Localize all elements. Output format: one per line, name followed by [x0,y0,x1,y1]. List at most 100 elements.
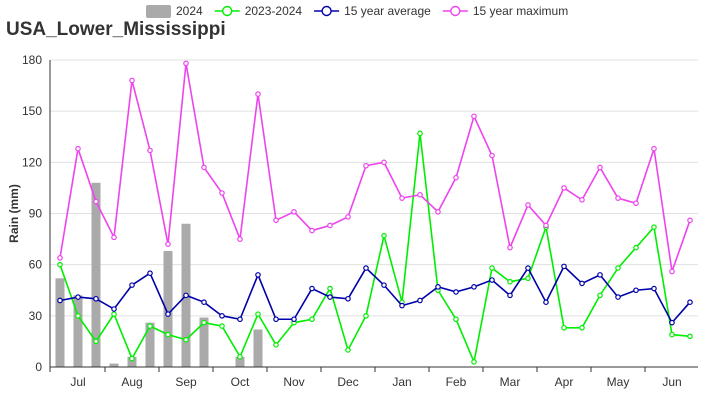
legend-label: 15 year average [344,4,431,18]
series-point [363,265,369,271]
series-point [597,292,603,299]
series-point [111,311,117,317]
series-point [57,297,63,304]
series-point [273,342,279,348]
series-point [57,261,63,268]
series-point [489,277,495,283]
series-point [525,275,531,282]
series-point [219,313,225,319]
series-point [327,285,333,292]
x-tick-label: Mar [500,375,521,389]
bar-2024 [199,317,209,367]
series-point [291,208,297,215]
x-tick-label: Feb [446,375,467,389]
series-point [201,299,207,305]
legend-label: 2024 [176,4,203,18]
x-tick-label: Apr [555,375,574,389]
series-point [651,224,657,230]
bar-2024 [145,322,155,367]
series-point [201,319,207,326]
series-point [489,152,495,159]
series-point [165,331,171,338]
series-point [381,159,387,166]
bars-2024 [55,182,263,367]
series-point [75,313,81,319]
x-tick-label: Sep [175,375,197,389]
series-point [111,234,117,241]
y-tick-label: 180 [22,53,42,67]
series-point [147,147,153,154]
series-point [525,265,531,271]
x-tick-label: Nov [283,375,304,389]
series-line [59,265,691,325]
series-point [255,91,261,97]
series-line [59,133,691,365]
x-tick-label: Jul [70,375,85,389]
series-point [345,214,351,220]
y-axis-title: Rain (mm) [7,184,21,243]
series-point [219,323,225,329]
series-point [597,164,603,171]
series-point [471,284,477,290]
series-point [507,244,513,251]
series-point [687,333,693,340]
series-point [237,236,243,242]
bar-2024 [163,251,173,367]
x-tick-label: Jan [392,375,411,389]
series-point [669,331,675,338]
series-point [129,77,135,84]
series-point [453,174,459,181]
chart-title: USA_Lower_Mississippi [6,19,226,40]
x-tick-label: Dec [337,375,358,389]
series-point [651,145,657,152]
series-point [633,287,639,294]
y-tick-label: 150 [22,104,42,118]
series-point [219,190,225,196]
series-point [129,355,135,362]
series-point [93,295,99,302]
x-tick-label: May [607,375,630,389]
series-point [129,282,135,288]
x-tick-label: Oct [231,375,250,389]
series-point [381,232,387,239]
series-point [93,338,99,345]
y-tick-label: 30 [29,309,43,323]
series-point [363,313,369,319]
series-point [561,324,567,331]
bar-2024 [73,295,83,367]
series-point [525,202,531,208]
series-point [345,347,351,353]
series-point [309,285,315,292]
series-point [201,164,207,171]
y-tick-label: 60 [29,258,43,272]
series-point [165,311,171,317]
series-point [669,319,675,326]
series-point [363,162,369,169]
series-point [417,191,423,198]
series-point [111,306,117,312]
bar-2024 [253,329,263,367]
grid-lines [50,59,698,317]
x-tick-label: Jun [662,375,681,389]
series-point [183,292,189,299]
series-point [579,197,585,203]
series-point [471,113,477,120]
series-point [255,272,261,278]
series-line [59,63,691,272]
series-point [309,316,315,323]
series-point [273,316,279,323]
series-point [633,244,639,251]
legend-marker [450,5,461,17]
series-point [345,295,351,302]
legend-swatch [146,5,171,18]
legend-marker [321,5,332,17]
y-tick-label: 90 [29,207,43,221]
series-point [687,299,693,305]
series-point [57,255,63,261]
series-point [183,336,189,343]
series-point [147,270,153,276]
axes: 0 30 60 90 120 150 180 Rain (mm) Jul Aug Sep Oct Nov… [7,53,698,389]
series-point [669,268,675,275]
series-point [687,217,693,224]
